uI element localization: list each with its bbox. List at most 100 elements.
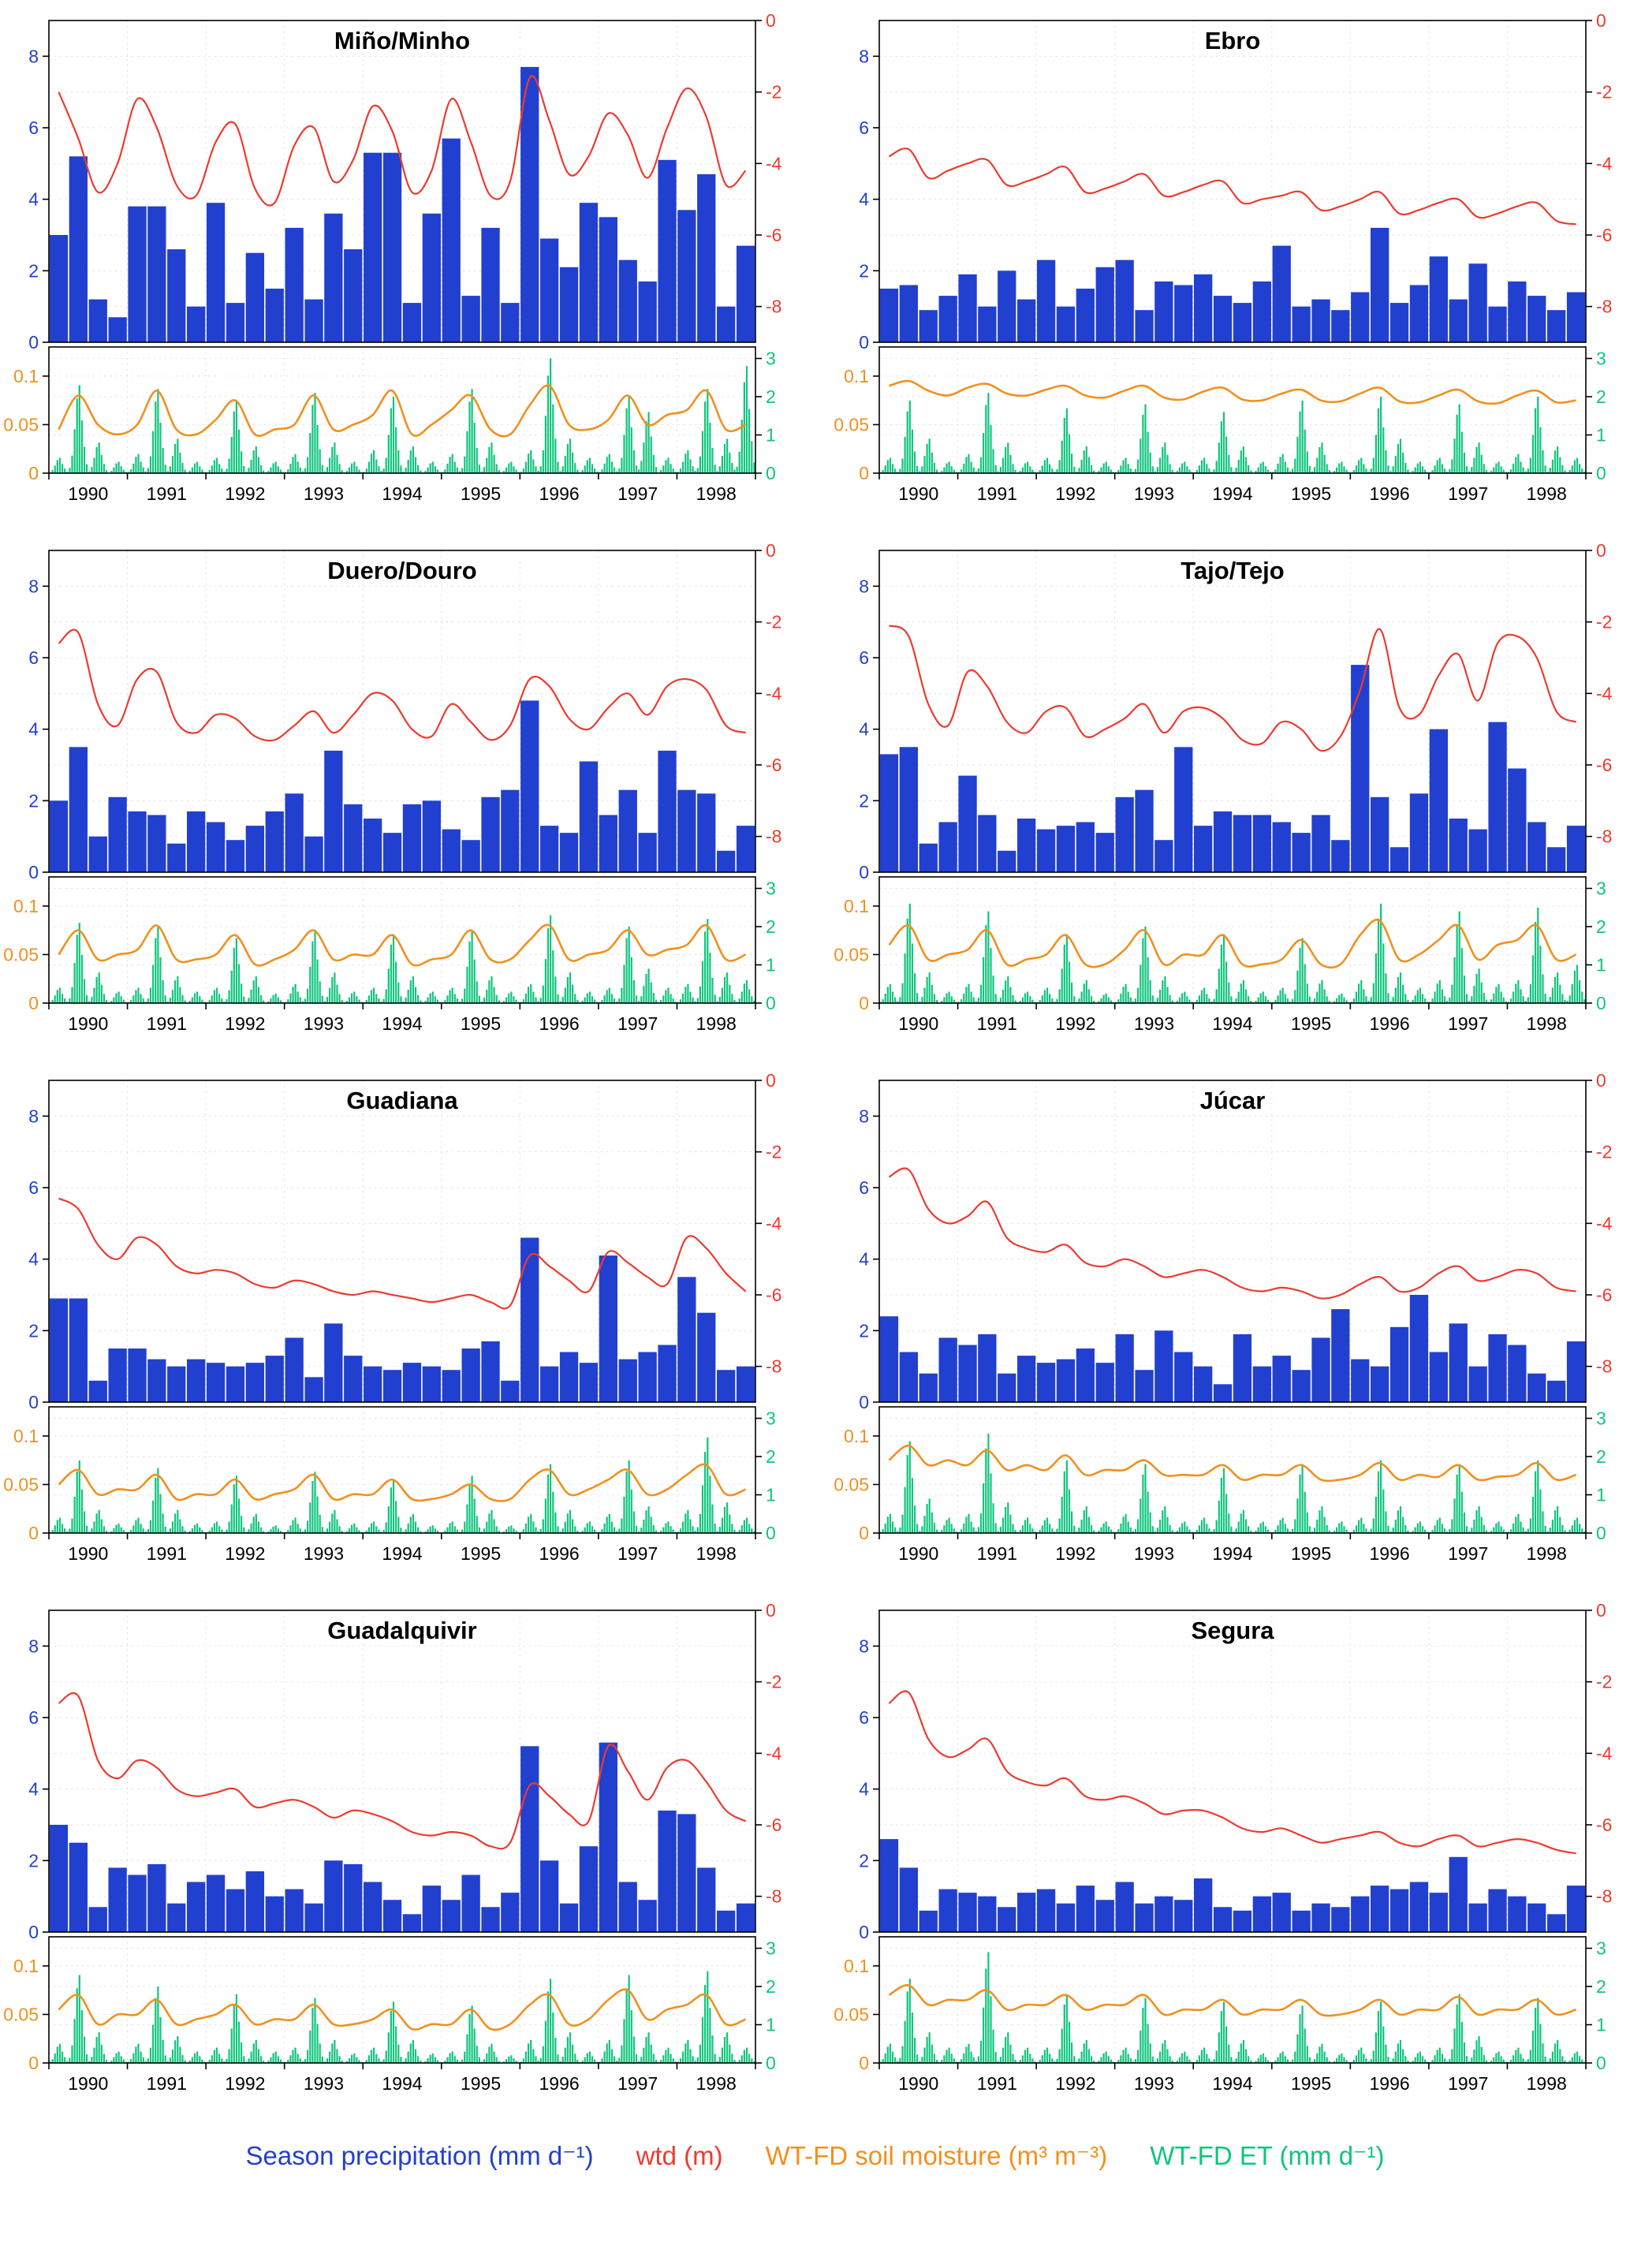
svg-text:1994: 1994	[1212, 1543, 1252, 1564]
wtd-line	[58, 1692, 747, 1850]
svg-text:1990: 1990	[898, 483, 938, 504]
axis-labels: 0 2 4 6 8 0 -2 -4 -6 -8 0 0.05 0.1 0 1 2 3 1990 1991 1992 19…	[3, 540, 781, 1034]
svg-text:0: 0	[1596, 10, 1606, 31]
svg-text:-4: -4	[766, 153, 782, 173]
gridlines	[879, 1610, 1586, 2063]
svg-text:4: 4	[28, 1249, 39, 1270]
svg-text:1994: 1994	[382, 1013, 422, 1034]
bottom-plot-box	[878, 1936, 1587, 2064]
svg-text:1990: 1990	[68, 1013, 108, 1034]
svg-text:1996: 1996	[1370, 1543, 1410, 1564]
bottom-plot-box	[48, 1406, 756, 1534]
svg-text:1994: 1994	[1212, 483, 1252, 504]
svg-text:1992: 1992	[225, 483, 265, 504]
svg-text:1997: 1997	[617, 2073, 658, 2094]
svg-text:8: 8	[859, 1106, 869, 1126]
svg-text:2: 2	[859, 790, 869, 811]
svg-text:1993: 1993	[304, 483, 344, 504]
svg-text:2: 2	[1596, 1446, 1606, 1467]
svg-text:-8: -8	[1596, 297, 1612, 317]
svg-text:3: 3	[1596, 1408, 1606, 1429]
svg-text:0: 0	[859, 463, 869, 483]
svg-text:1996: 1996	[539, 2073, 580, 2094]
top-plot-box	[48, 1610, 756, 1933]
axis-labels: 0 2 4 6 8 0 -2 -4 -6 -8 0 0.05 0.1 0 1 2 3 1990 1991 1992 19…	[3, 1600, 781, 2094]
svg-text:1994: 1994	[382, 2073, 422, 2094]
svg-text:0: 0	[766, 1600, 776, 1621]
wtd-line	[888, 625, 1577, 752]
svg-text:6: 6	[859, 647, 869, 668]
svg-text:0: 0	[766, 1523, 776, 1543]
svg-text:0: 0	[28, 862, 39, 882]
svg-text:-8: -8	[1596, 1886, 1612, 1907]
svg-text:1993: 1993	[1134, 1543, 1174, 1564]
svg-text:6: 6	[28, 1177, 39, 1198]
precip-bars	[879, 227, 1586, 342]
svg-text:-6: -6	[1596, 755, 1612, 775]
svg-text:1994: 1994	[1212, 2073, 1252, 2094]
svg-text:6: 6	[859, 118, 869, 138]
svg-text:4: 4	[859, 719, 869, 740]
et-bars	[879, 903, 1586, 1003]
svg-text:4: 4	[859, 1249, 869, 1270]
precip-bars	[879, 1839, 1586, 1932]
legend-soil-moisture: WT-FD soil moisture (m³ m⁻³)	[765, 2141, 1108, 2170]
panel-plot: 0 2 4 6 8 0 -2 -4 -6 -8 0 0.05 0.1 0 1 2 3 1990 1991 1992 19…	[3, 540, 781, 1034]
svg-text:1: 1	[1596, 425, 1606, 446]
legend-season-precipitation: Season precipitation (mm d⁻¹)	[245, 2141, 594, 2170]
svg-text:0: 0	[859, 2053, 869, 2073]
svg-text:0.05: 0.05	[834, 944, 869, 964]
svg-text:0: 0	[859, 1922, 869, 1942]
svg-text:0.1: 0.1	[13, 366, 39, 386]
top-plot-box	[878, 20, 1587, 343]
svg-text:2: 2	[766, 916, 776, 937]
svg-text:-2: -2	[766, 82, 781, 103]
svg-text:0.1: 0.1	[13, 896, 39, 916]
svg-text:1995: 1995	[461, 2073, 501, 2094]
svg-text:-6: -6	[766, 225, 781, 245]
panel-plot: 0 2 4 6 8 0 -2 -4 -6 -8 0 0.05 0.1 0 1 2 3 1990 1991 1992 19…	[834, 1600, 1612, 2094]
svg-text:-4: -4	[1596, 1213, 1613, 1233]
svg-text:1998: 1998	[1527, 483, 1567, 504]
svg-text:1997: 1997	[1448, 483, 1488, 504]
svg-text:1997: 1997	[617, 1013, 658, 1034]
svg-text:2: 2	[28, 790, 39, 811]
svg-text:-2: -2	[766, 612, 781, 632]
svg-text:0: 0	[28, 1392, 39, 1412]
svg-text:1992: 1992	[1055, 1543, 1095, 1564]
panel-guadalquivir: 0 2 4 6 8 0 -2 -4 -6 -8 0 0.05 0.1 0 1 2 3 1990 1991 1992 19…	[2, 1596, 798, 2123]
svg-text:8: 8	[859, 1636, 869, 1656]
top-plot-box	[878, 1080, 1587, 1403]
svg-text:-4: -4	[1596, 683, 1613, 703]
svg-text:1993: 1993	[1134, 483, 1174, 504]
svg-text:1996: 1996	[539, 483, 580, 504]
svg-text:0: 0	[766, 993, 776, 1013]
svg-text:1997: 1997	[1448, 1543, 1488, 1564]
svg-text:1990: 1990	[68, 483, 108, 504]
et-bars	[49, 915, 755, 1003]
soil-moisture-line	[58, 384, 747, 438]
svg-text:0: 0	[766, 2053, 776, 2073]
et-bars	[49, 358, 755, 473]
svg-text:2: 2	[28, 1850, 39, 1871]
svg-text:1995: 1995	[461, 1013, 501, 1034]
svg-text:1990: 1990	[68, 1543, 108, 1564]
svg-text:-2: -2	[1596, 82, 1612, 103]
svg-text:1995: 1995	[461, 483, 501, 504]
svg-text:1991: 1991	[977, 1543, 1017, 1564]
svg-text:1992: 1992	[225, 1013, 265, 1034]
svg-text:1998: 1998	[1527, 1543, 1567, 1564]
bottom-plot-box	[48, 876, 756, 1004]
svg-text:-2: -2	[766, 1672, 781, 1692]
svg-text:4: 4	[28, 1779, 39, 1800]
svg-text:1993: 1993	[304, 1013, 344, 1034]
svg-text:0.05: 0.05	[834, 1474, 869, 1494]
svg-text:-4: -4	[766, 683, 782, 703]
svg-text:-4: -4	[1596, 153, 1613, 173]
svg-text:0: 0	[859, 1523, 869, 1543]
gridlines	[49, 1080, 755, 1533]
soil-moisture-line	[58, 1988, 747, 2031]
svg-text:0.05: 0.05	[834, 414, 869, 435]
bottom-plot-box	[878, 1406, 1587, 1534]
svg-text:-8: -8	[1596, 1356, 1612, 1377]
